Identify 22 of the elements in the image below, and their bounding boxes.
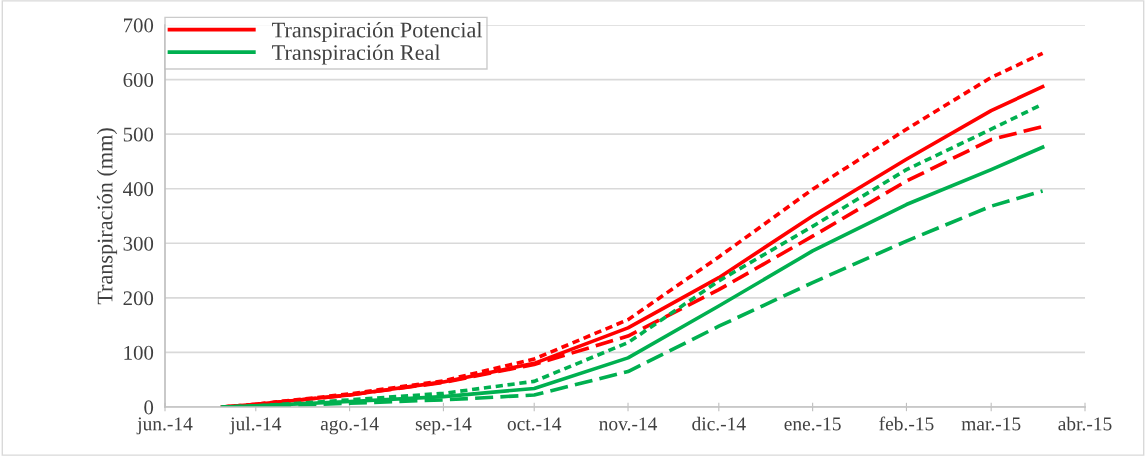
- x-tick-label: mar.-15: [961, 417, 1021, 431]
- y-tick-label: 500: [123, 127, 154, 142]
- y-axis-title: Transpiración (mm): [96, 128, 118, 305]
- legend-label: Transpiración Real: [272, 44, 441, 65]
- y-tick-label: 200: [123, 291, 154, 306]
- x-tick-label: nov.-14: [599, 417, 658, 431]
- x-tick-label: ene.-15: [784, 417, 841, 431]
- x-tick-label: sep.-14: [415, 417, 472, 435]
- y-tick-label: 400: [123, 182, 154, 197]
- y-tick-label: 300: [123, 236, 154, 251]
- y-tick-label: 700: [124, 18, 154, 33]
- y-tick-label: 0: [144, 400, 154, 415]
- y-tick-label: 100: [124, 345, 154, 360]
- x-tick-label: abr.-15: [1058, 416, 1112, 431]
- y-tick-label: 600: [123, 72, 154, 87]
- x-tick-label: dic.-14: [692, 416, 746, 431]
- x-tick-label: oct.-14: [507, 417, 562, 431]
- x-tick-label: jul.-14: [229, 416, 282, 435]
- legend-label: Transpiración Potencial: [272, 21, 483, 43]
- x-tick-label: jun.-14: [136, 417, 193, 435]
- x-tick-label: ago.-14: [320, 417, 379, 435]
- x-tick-label: feb.-15: [879, 416, 934, 431]
